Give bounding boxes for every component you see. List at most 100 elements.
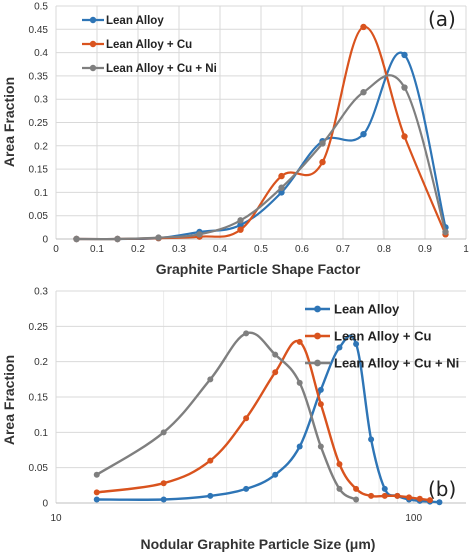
panel-a-series-lean-alloy-cu-ni — [73, 74, 449, 243]
panel-a-legend-item-lean-alloy-cu: Lean Alloy + Cu — [82, 39, 192, 51]
panel-b-point-lean-alloy-cu-ni — [93, 471, 100, 478]
panel-b-y-tick-label: 0.15 — [29, 393, 49, 404]
panel-b-legend-label: Lean Alloy — [334, 302, 400, 317]
panel-a-point-lean-alloy-cu-ni — [442, 228, 449, 236]
panel-b-point-lean-alloy — [272, 471, 279, 478]
panel-a-point-lean-alloy-cu — [319, 158, 326, 166]
panel-a-y-tick-labels: 0 0.05 0.1 0.15 0.2 0.25 0.3 0.35 0.4 0.45 0.5 — [29, 2, 49, 246]
panel-b-point-lean-alloy-cu-ni — [317, 443, 324, 450]
panel-a-point-lean-alloy-cu-ni — [155, 234, 162, 241]
panel-a-x-tick-labels: 0 0.1 0.2 0.3 0.4 0.5 0.6 0.7 0.8 0.9 1 — [53, 244, 469, 255]
panel-b-point-lean-alloy — [93, 496, 100, 503]
panel-a-series — [73, 23, 449, 243]
panel-a-x-tick-label: 0.5 — [254, 244, 268, 255]
panel-a-legend-swatch-marker — [89, 16, 97, 24]
panel-b-point-lean-alloy-cu — [381, 492, 388, 499]
panel-a-point-lean-alloy-cu-ni — [278, 184, 285, 191]
panel-a-point-lean-alloy-cu-ni — [360, 89, 367, 96]
panel-b-point-lean-alloy — [296, 443, 303, 450]
panel-a-y-tick-label: 0.2 — [34, 141, 48, 152]
panel-b-x-tick-label: 100 — [405, 513, 422, 524]
panel-a-y-tick-label: 0.15 — [29, 165, 49, 176]
panel-a-x-tick-label: 0 — [53, 244, 59, 255]
panel-a-legend-item-lean-alloy: Lean Alloy — [82, 15, 164, 27]
panel-b-point-lean-alloy-cu — [272, 369, 279, 376]
panel-a-y-tick-label: 0.05 — [29, 211, 49, 222]
panel-b-series-lean-alloy-cu-ni — [93, 330, 360, 503]
panel-b-y-tick-label: 0.05 — [29, 463, 49, 474]
panel-a-point-lean-alloy-cu — [360, 23, 367, 31]
panel-b-point-lean-alloy-cu — [353, 485, 360, 492]
panel-b-point-lean-alloy-cu-ni — [336, 485, 343, 492]
panel-a-legend-label: Lean Alloy + Cu + Ni — [106, 63, 217, 75]
panel-b-y-tick-label: 0 — [42, 499, 48, 510]
panel-b-point-lean-alloy — [368, 436, 375, 443]
panel-b-point-lean-alloy-cu — [405, 494, 412, 501]
panel-a-point-lean-alloy-cu-ni — [401, 84, 408, 91]
panel-a-y-tick-label: 0.3 — [34, 95, 48, 106]
panel-b-point-lean-alloy-cu-ni — [243, 330, 250, 337]
panel-b-point-lean-alloy — [243, 485, 250, 492]
panel-b-x-tick-label: 10 — [50, 513, 62, 524]
panel-b-legend: Lean Alloy Lean Alloy + Cu Lean Alloy + Cu… — [305, 302, 459, 371]
panel-a-label: (a) — [428, 7, 456, 31]
panel-b-y-tick-labels: 0 0.05 0.1 0.15 0.2 0.25 0.3 — [29, 287, 49, 510]
panel-b-point-lean-alloy — [353, 341, 360, 347]
panel-b-x-axis-title: Nodular Graphite Particle Size (μm) — [141, 536, 376, 552]
panel-a-x-tick-label: 0.4 — [213, 244, 227, 255]
panel-a-x-tick-label: 0.2 — [131, 244, 145, 255]
panel-b-point-lean-alloy-cu-ni — [160, 429, 167, 436]
panel-a-point-lean-alloy-cu-ni — [114, 235, 121, 243]
panel-a-legend-item-lean-alloy-cu-ni: Lean Alloy + Cu + Ni — [82, 63, 217, 75]
panel-b-point-lean-alloy — [207, 492, 214, 499]
panel-b-y-tick-label: 0.1 — [34, 428, 48, 439]
panel-a-point-lean-alloy-cu-ni — [196, 231, 203, 238]
panel-a-legend-swatch-marker — [89, 64, 97, 72]
panel-a-point-lean-alloy-cu — [401, 133, 408, 140]
panel-b-point-lean-alloy-cu — [296, 338, 303, 345]
panel-b-point-lean-alloy-cu — [394, 492, 401, 499]
panel-b-point-lean-alloy-cu — [160, 480, 167, 487]
panel-b-legend-item-lean-alloy: Lean Alloy — [305, 302, 400, 317]
panel-a-point-lean-alloy — [237, 221, 244, 229]
panel-a-y-tick-label: 0.1 — [34, 188, 48, 199]
panel-b-point-lean-alloy-cu — [426, 497, 433, 504]
panel-b-legend-swatch-marker — [314, 359, 321, 367]
panel-a-x-axis-title: Graphite Particle Shape Factor — [156, 261, 361, 277]
panel-b-x-tick-labels: 10 100 — [50, 513, 422, 524]
panel-a-point-lean-alloy-cu — [278, 172, 285, 180]
panel-a-x-tick-label: 1 — [463, 244, 469, 255]
panel-b-point-lean-alloy-cu — [207, 457, 214, 464]
panel-a-gridlines — [55, 5, 467, 240]
panel-a-legend-label: Lean Alloy — [106, 15, 164, 27]
panel-a-y-tick-label: 0.35 — [29, 71, 49, 82]
panel-a-legend: Lean Alloy Lean Alloy + Cu Lean Alloy + Cu… — [82, 15, 217, 75]
panel-b-point-lean-alloy-cu-ni — [296, 379, 303, 386]
panel-a-y-tick-label: 0.5 — [34, 2, 48, 13]
panel-a-shape-factor-chart: 0 0.05 0.1 0.15 0.2 0.25 0.3 0.35 0.4 0.45 0.5 0 0.… — [1, 2, 469, 278]
panel-b-label: (b) — [428, 477, 456, 501]
panel-b-point-lean-alloy-cu-ni — [272, 351, 279, 358]
panel-b-point-lean-alloy-cu-ni — [353, 496, 360, 503]
panel-a-point-lean-alloy-cu-ni — [237, 217, 244, 224]
panel-a-point-lean-alloy — [360, 130, 367, 138]
panel-b-point-lean-alloy-cu — [93, 489, 100, 496]
panel-a-x-tick-label: 0.7 — [336, 244, 350, 255]
panel-a-point-lean-alloy-cu-ni — [73, 235, 80, 243]
panel-a-x-tick-label: 0.3 — [172, 244, 186, 255]
panel-a-y-tick-label: 0.45 — [29, 25, 49, 36]
panel-b-point-lean-alloy-cu — [243, 415, 250, 422]
panel-b-y-axis-title: Area Fraction — [1, 355, 17, 445]
panel-a-legend-swatch-marker — [89, 40, 97, 48]
panel-b-point-lean-alloy-cu — [368, 492, 375, 499]
panel-a-point-lean-alloy — [401, 51, 408, 59]
panel-b-point-lean-alloy — [160, 496, 167, 503]
panel-b-particle-size-chart: 0 0.05 0.1 0.15 0.2 0.25 0.3 10 100 Nodular Gra… — [1, 287, 466, 552]
panel-b-point-lean-alloy — [381, 485, 388, 492]
panel-b-legend-swatch-marker — [314, 332, 321, 340]
panel-b-point-lean-alloy-cu — [416, 495, 423, 502]
panel-a-point-lean-alloy-cu-ni — [319, 140, 326, 147]
panel-b-legend-label: Lean Alloy + Cu + Ni — [334, 356, 459, 371]
panel-b-legend-item-lean-alloy-cu: Lean Alloy + Cu — [305, 329, 431, 344]
